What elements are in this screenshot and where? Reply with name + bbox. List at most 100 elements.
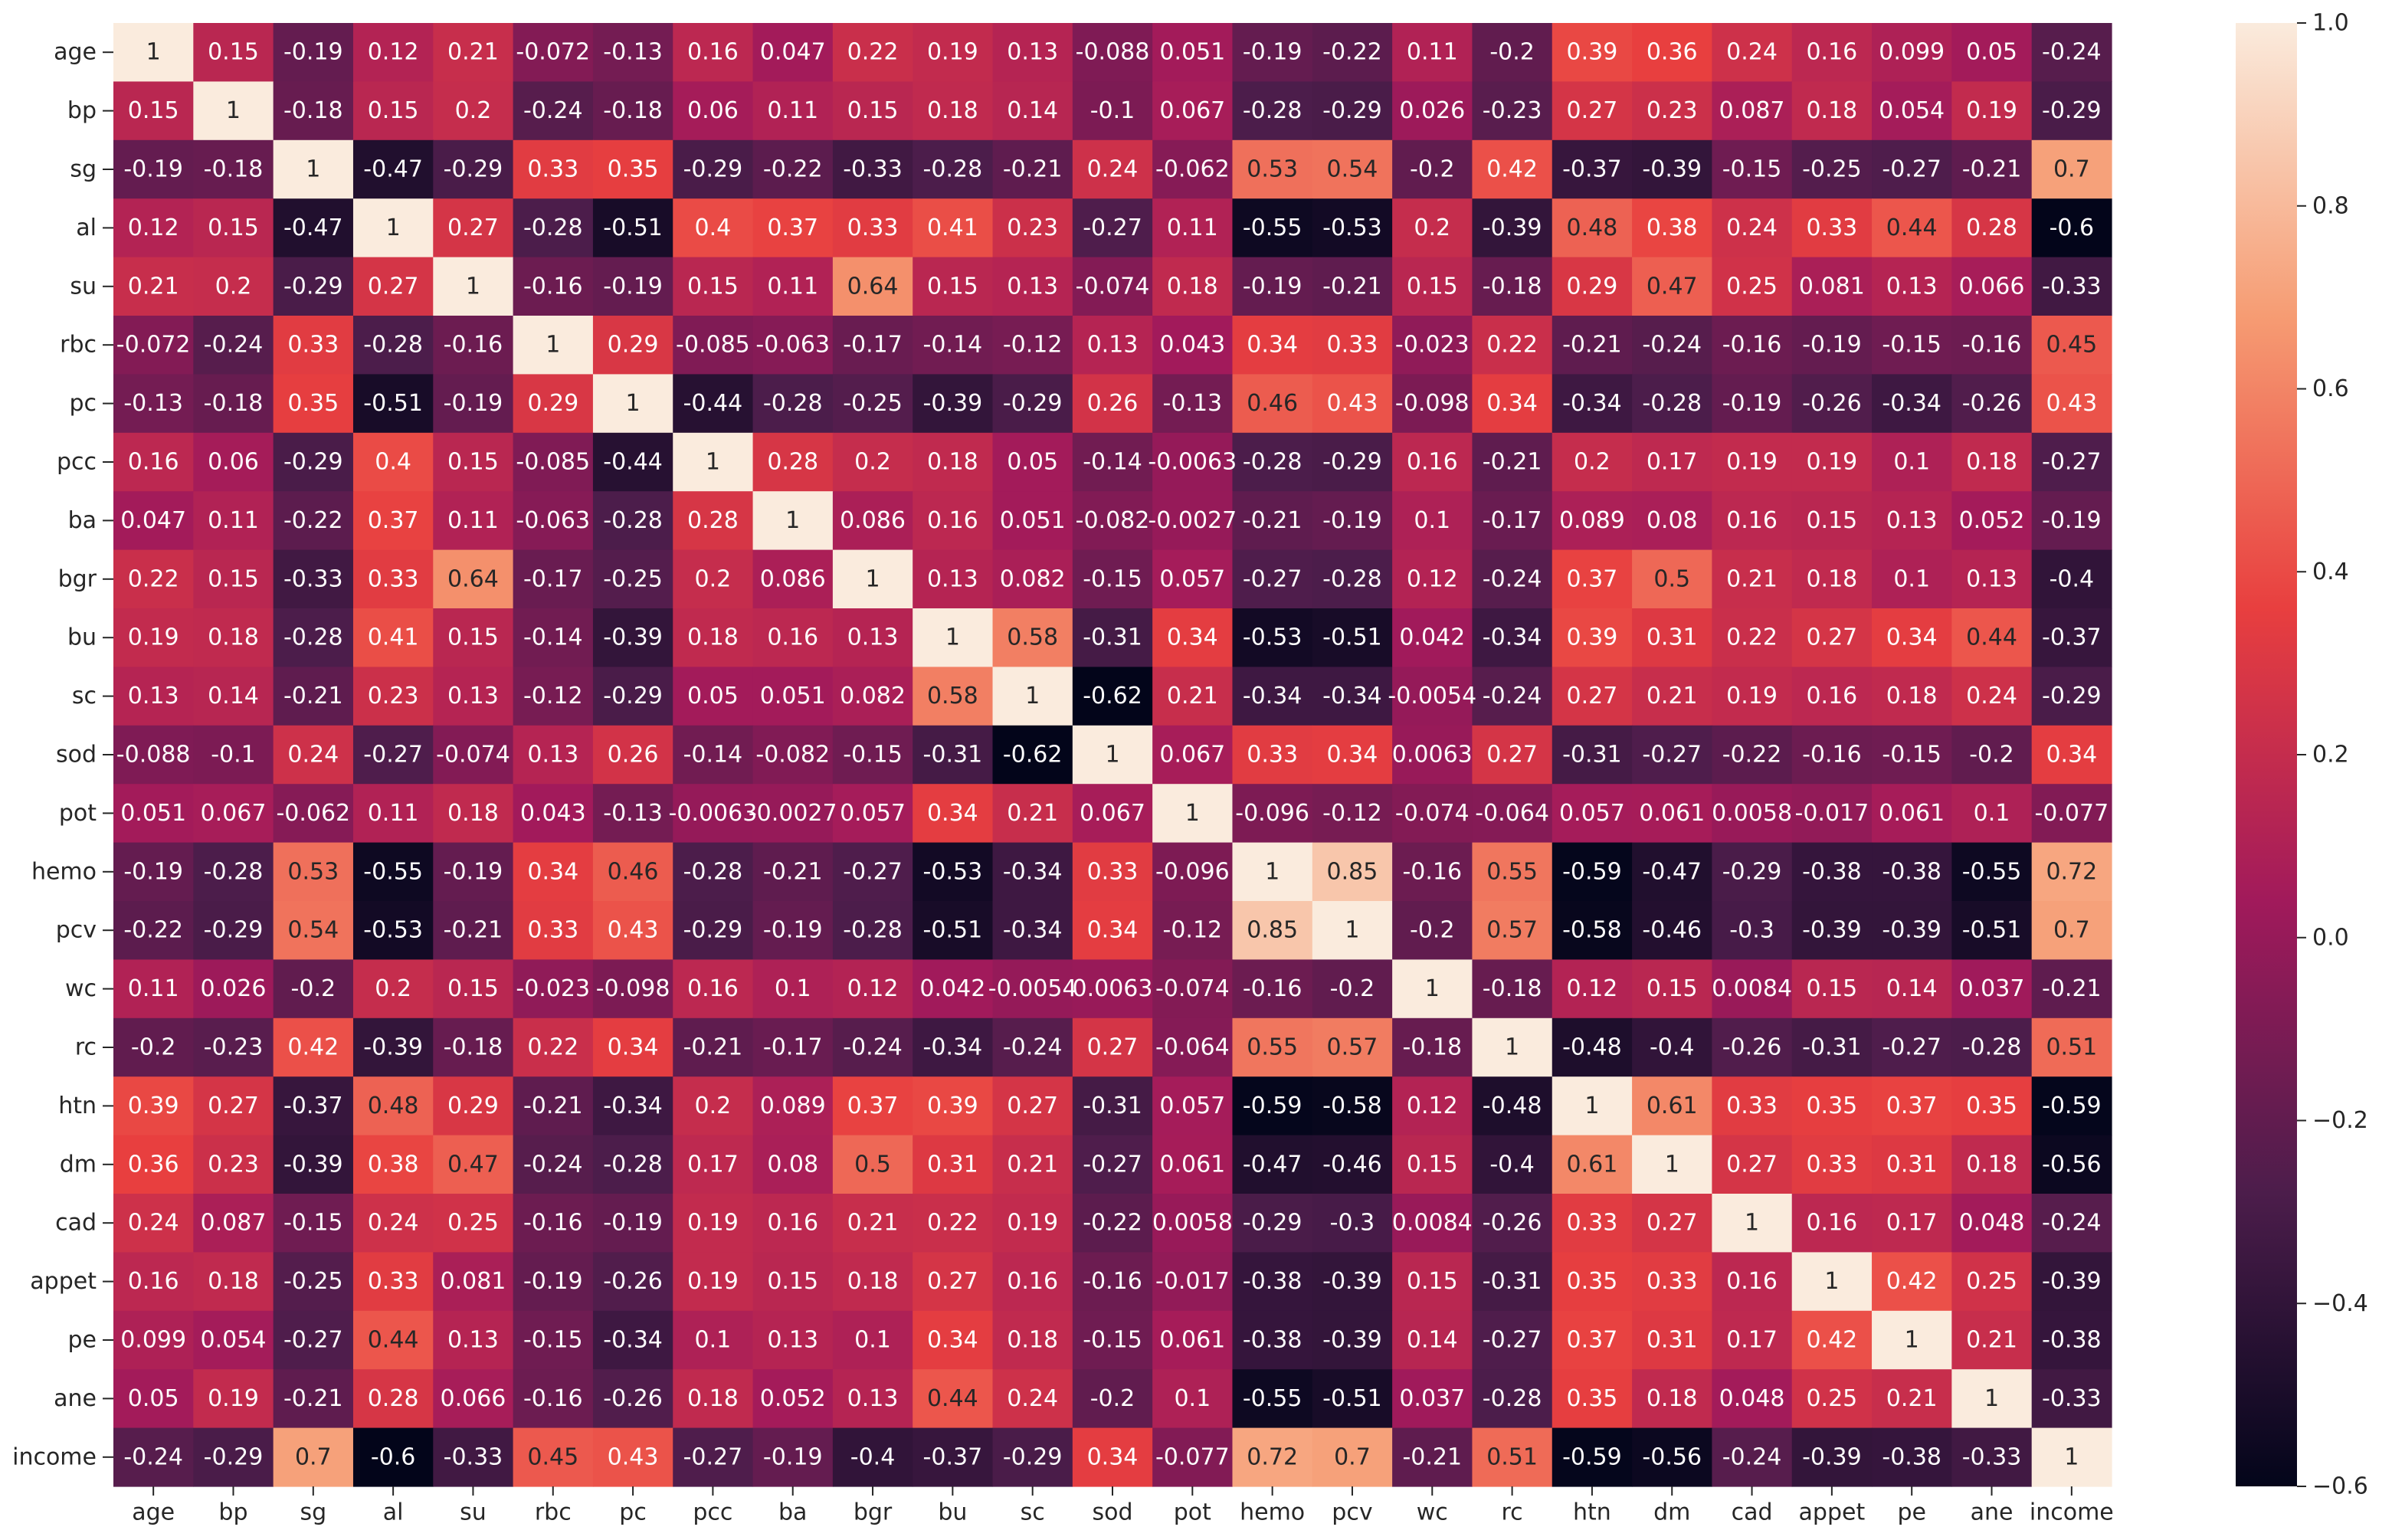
cell-value-label: 0.55 — [1486, 858, 1538, 885]
cell-value-label: -0.13 — [603, 800, 663, 827]
cell-value-label: -0.21 — [1962, 156, 2022, 183]
heatmap-cell-su-sc — [992, 257, 1073, 316]
heatmap-cell-bgr-rbc — [513, 549, 594, 609]
cell-value-label: 0.12 — [368, 39, 419, 66]
cell-value-label: -0.34 — [923, 1034, 983, 1061]
heatmap-cell-pcv-bp — [193, 901, 274, 960]
cell-value-label: 0.33 — [527, 917, 578, 944]
heatmap-cell-wc-bu — [913, 959, 994, 1019]
heatmap-cell-pe-sc — [992, 1310, 1073, 1370]
cell-value-label: 0.18 — [847, 1268, 899, 1295]
cell-value-label: -0.098 — [1395, 390, 1470, 417]
heatmap-cell-ba-su — [433, 491, 514, 551]
cell-value-label: -0.19 — [1243, 273, 1302, 300]
heatmap-cell-htn-bp — [193, 1076, 274, 1136]
heatmap-cell-wc-ane — [1951, 959, 2033, 1019]
heatmap-cell-pot-htn — [1552, 784, 1633, 844]
cell-value-label: 0.28 — [1966, 215, 2017, 241]
heatmap-cell-bgr-ane — [1951, 549, 2033, 609]
cell-value-label: -0.59 — [1243, 1093, 1302, 1119]
colorbar-tick-label: 0.8 — [2312, 192, 2349, 219]
cell-value-label: 0.18 — [447, 800, 499, 827]
cell-value-label: 0.33 — [1087, 858, 1139, 885]
heatmap-cell-cad-sg — [273, 1194, 354, 1253]
heatmap-cell-bu-rc — [1472, 608, 1553, 667]
heatmap-cell-ba-pcv — [1312, 491, 1393, 551]
heatmap-cell-su-ba — [752, 257, 834, 316]
cell-value-label: -0.0054 — [988, 975, 1077, 1002]
cell-value-label: -0.16 — [1243, 975, 1302, 1002]
heatmap-cell-sg-bgr — [832, 139, 913, 199]
cell-value-label: 0.22 — [128, 565, 179, 592]
heatmap-cell-ane-pe — [1872, 1369, 1952, 1429]
cell-value-label: -0.19 — [2042, 507, 2102, 534]
cell-value-label: 1 — [1745, 1210, 1759, 1237]
heatmap-cell-sg-cad — [1712, 139, 1793, 199]
heatmap-cell-ba-income — [2031, 491, 2112, 551]
heatmap-cell-cad-cad — [1712, 1194, 1793, 1253]
cell-value-label: 0.28 — [368, 1385, 419, 1412]
cell-value-label: -0.1 — [211, 742, 256, 768]
heatmap-cell-al-pcc — [673, 198, 754, 258]
cell-value-label: 0.16 — [767, 624, 818, 651]
cell-value-label: -0.14 — [523, 624, 583, 651]
heatmap-cell-income-al — [352, 1427, 434, 1487]
cell-value-label: 0.15 — [447, 624, 499, 651]
heatmap-cell-htn-age — [113, 1076, 194, 1136]
cell-value-label: -0.62 — [1003, 742, 1063, 768]
heatmap-cell-rc-age — [113, 1017, 194, 1077]
heatmap-cell-appet-hemo — [1232, 1252, 1313, 1312]
heatmap-cell-rc-sod — [1072, 1017, 1153, 1077]
cell-value-label: 1 — [466, 273, 480, 300]
heatmap-cell-sod-pot — [1152, 725, 1234, 785]
heatmap-cell-al-ba — [752, 198, 834, 258]
cell-value-label: 0.099 — [1879, 39, 1945, 66]
heatmap-cell-pcv-dm — [1632, 901, 1712, 960]
cell-value-label: 0.11 — [208, 507, 259, 534]
cell-value-label: 0.1 — [1414, 507, 1450, 534]
heatmap-cell-bgr-bu — [913, 549, 994, 609]
x-tick-label-cad: cad — [1732, 1499, 1773, 1526]
heatmap-cell-bp-htn — [1552, 81, 1633, 141]
heatmap-cell-sg-appet — [1791, 139, 1873, 199]
colorbar-ticks: 1.0 0.8 0.6 0.4 0.2 0.0 −0.2 −0.4 −0.6 — [2297, 10, 2368, 1500]
cell-value-label: -0.29 — [683, 917, 743, 944]
cell-value-label: 0.35 — [1567, 1385, 1618, 1412]
cell-value-label: 0.05 — [128, 1385, 179, 1412]
heatmap-cell-al-bgr — [832, 198, 913, 258]
heatmap-cell-sg-rc — [1472, 139, 1553, 199]
cell-value-label: -0.29 — [603, 683, 663, 709]
cell-value-label: -0.39 — [923, 390, 983, 417]
heatmap-cell-pe-sod — [1072, 1310, 1153, 1370]
heatmap-cell-hemo-bp — [193, 842, 274, 902]
heatmap-cell-bp-ba — [752, 81, 834, 141]
heatmap-cell-pot-income — [2031, 784, 2112, 844]
cell-value-label: 0.15 — [208, 565, 259, 592]
cell-value-label: 0.7 — [2053, 917, 2090, 944]
cell-value-label: 1 — [1505, 1034, 1519, 1061]
cell-value-label: 0.081 — [440, 1268, 506, 1295]
cell-value-label: -0.064 — [1475, 800, 1549, 827]
cell-value-label: -0.2 — [1330, 975, 1375, 1002]
heatmap-cell-bgr-al — [352, 549, 434, 609]
cell-value-label: 0.05 — [687, 683, 739, 709]
cell-value-label: 0.24 — [1726, 39, 1778, 66]
cell-value-label: 0.0084 — [1712, 975, 1792, 1002]
heatmap-cell-bgr-income — [2031, 549, 2112, 609]
cell-value-label: 0.16 — [1806, 683, 1857, 709]
cell-value-label: -0.25 — [1802, 156, 1862, 183]
cell-value-label: 0.13 — [447, 683, 499, 709]
cell-value-label: -0.062 — [276, 800, 350, 827]
cell-value-label: 0.34 — [1327, 742, 1378, 768]
cell-value-label: -0.6 — [371, 1443, 416, 1470]
heatmap-cell-hemo-rbc — [513, 842, 594, 902]
heatmap-cell-pot-hemo — [1232, 784, 1313, 844]
cell-value-label: -0.28 — [763, 390, 823, 417]
heatmap-cell-age-htn — [1552, 23, 1633, 82]
x-tick-label-pe: pe — [1897, 1499, 1926, 1526]
heatmap-cell-sg-sod — [1072, 139, 1153, 199]
cell-value-label: 1 — [386, 215, 401, 241]
cell-value-label: 0.19 — [1726, 449, 1778, 476]
heatmap-cell-pcc-pcv — [1312, 432, 1393, 492]
cell-value-label: 0.042 — [1399, 624, 1465, 651]
